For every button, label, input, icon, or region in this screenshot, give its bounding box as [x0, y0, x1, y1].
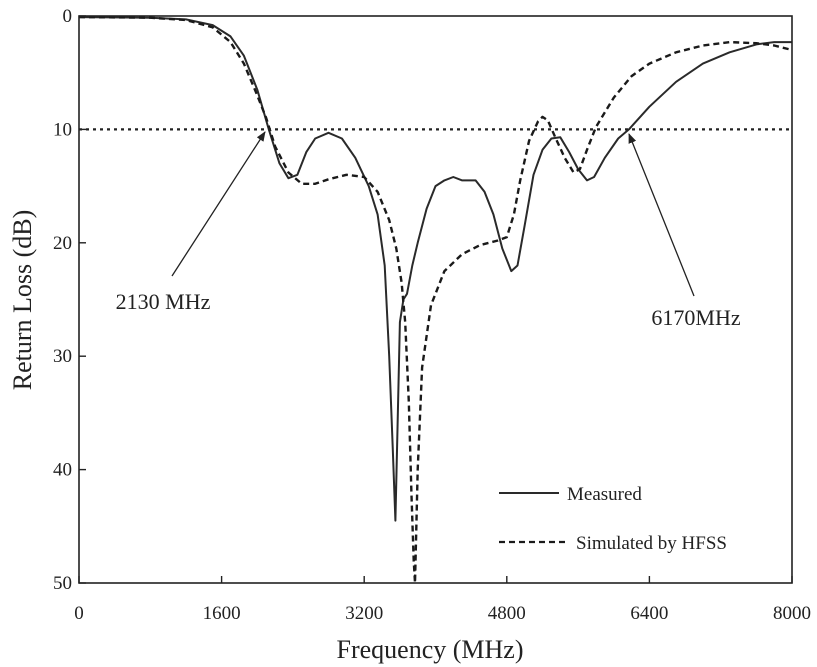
x-tick-label-1600: 1600 [203, 603, 241, 624]
y-axis-label: Return Loss (dB) [8, 210, 37, 391]
y-tick-label-30: 30 [53, 346, 72, 367]
x-tick-label-8000: 8000 [773, 603, 811, 624]
plot-frame [78, 15, 793, 584]
series-line-simulated [78, 15, 793, 585]
annotation-label-2130: 2130 MHz [116, 289, 211, 314]
annotation-arrow-2130 [171, 131, 266, 277]
x-tick-label-4800: 4800 [488, 603, 526, 624]
x-tick-label-0: 0 [74, 603, 84, 624]
x-tick-label-6400: 6400 [630, 603, 668, 624]
x-axis-label: Frequency (MHz) [337, 635, 524, 664]
series-layer [78, 15, 793, 585]
legend: Measured Simulated by HFSS [499, 484, 727, 554]
annotation-2130: 2130 MHz [116, 131, 266, 314]
annotation-arrow-6170 [628, 133, 695, 297]
y-tick-label-10: 10 [53, 119, 72, 140]
x-tick-label-3200: 3200 [345, 603, 383, 624]
annotation-6170: 6170MHz [628, 133, 741, 330]
legend-label-measured: Measured [567, 484, 642, 505]
series-line-measured [78, 16, 792, 522]
annotation-label-6170: 6170MHz [651, 305, 740, 330]
y-tick-label-0: 0 [63, 6, 73, 27]
y-tick-label-40: 40 [53, 460, 72, 481]
y-tick-label-50: 50 [53, 573, 72, 594]
y-tick-label-20: 20 [53, 233, 72, 254]
legend-label-simulated: Simulated by HFSS [576, 533, 727, 554]
ticks-layer: 0 1600 3200 4800 6400 8000 0 10 20 30 40 50 [53, 6, 811, 624]
